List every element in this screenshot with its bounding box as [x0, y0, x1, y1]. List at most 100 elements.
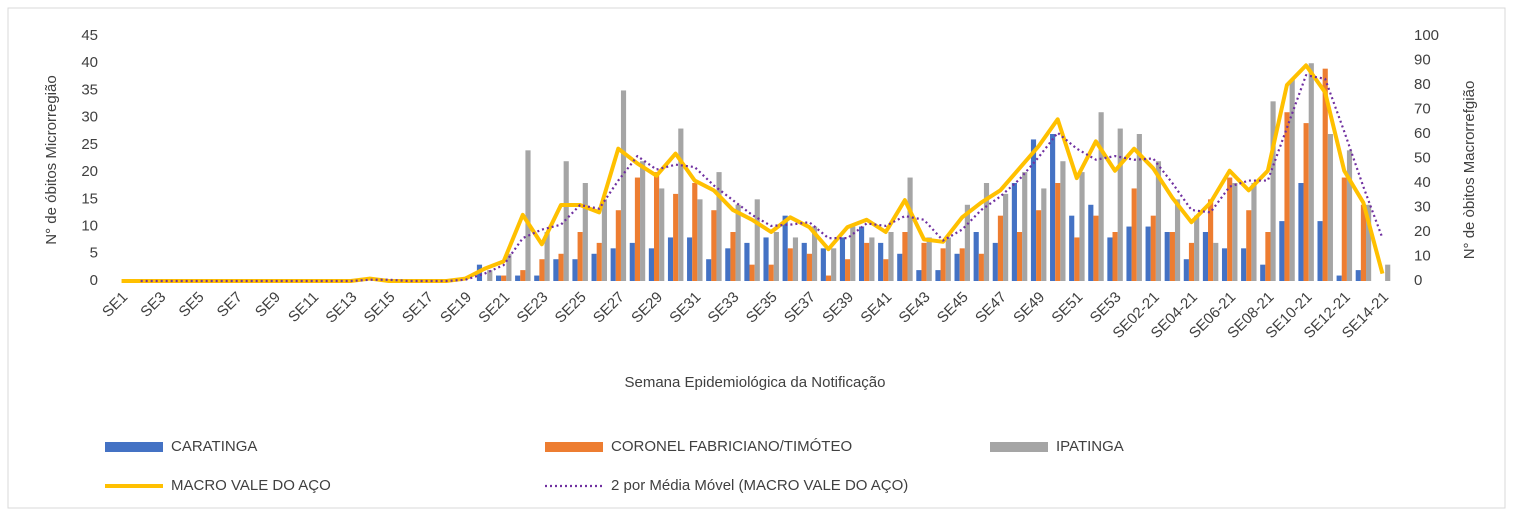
bar	[907, 177, 913, 281]
bar	[496, 275, 502, 281]
bar	[1060, 161, 1066, 281]
bar	[992, 242, 998, 281]
y2-tick-label: 20	[1414, 223, 1431, 240]
bar	[983, 183, 990, 281]
bar	[768, 264, 774, 281]
bar	[601, 199, 607, 281]
bar	[620, 90, 627, 281]
bar	[1260, 264, 1266, 281]
bar	[883, 259, 889, 281]
y2-tick-label: 80	[1414, 76, 1431, 93]
bar	[1265, 232, 1271, 281]
y2-tick-label: 90	[1414, 51, 1431, 68]
bar	[825, 275, 832, 281]
bar	[1069, 215, 1075, 281]
legend-swatch	[545, 442, 603, 452]
legend-swatch	[990, 442, 1048, 452]
bar	[539, 259, 545, 281]
legend-label: IPATINGA	[1056, 438, 1124, 455]
bar	[735, 204, 741, 281]
bar	[730, 232, 736, 281]
bar	[667, 237, 674, 281]
bar	[520, 270, 526, 281]
y2-tick-label: 30	[1414, 198, 1431, 215]
bar	[1169, 232, 1175, 281]
bar	[1227, 177, 1233, 281]
y2-tick-label: 0	[1414, 272, 1422, 289]
bar	[582, 183, 588, 281]
legend-label: CARATINGA	[171, 438, 257, 455]
bar	[1232, 183, 1238, 281]
line	[140, 74, 1384, 283]
bar	[673, 193, 679, 281]
bar	[763, 237, 769, 281]
y2-tick-label: 60	[1414, 125, 1431, 142]
bar	[1174, 199, 1181, 281]
bar	[940, 248, 946, 281]
legend-swatch	[105, 442, 163, 452]
bar	[1213, 242, 1219, 281]
bar	[1074, 237, 1080, 281]
bar	[1079, 172, 1085, 281]
bar	[1117, 128, 1123, 281]
y2-tick-label: 40	[1414, 174, 1431, 191]
bar	[787, 248, 793, 281]
y-tick-label: 25	[81, 136, 98, 153]
bar	[1188, 242, 1195, 281]
bar	[954, 253, 960, 281]
bar	[820, 248, 826, 281]
bar	[973, 232, 979, 281]
y-tick-label: 5	[90, 245, 98, 262]
legend-label: MACRO VALE DO AÇO	[171, 477, 331, 494]
bar	[563, 161, 569, 281]
bar	[1385, 264, 1391, 281]
bar	[1098, 112, 1104, 281]
bar	[1030, 139, 1037, 281]
bar	[801, 242, 807, 281]
bar	[850, 226, 856, 281]
y-tick-label: 45	[81, 27, 98, 44]
bar	[1346, 150, 1353, 281]
bar	[1194, 215, 1200, 281]
bar	[1355, 270, 1361, 281]
bar	[1341, 177, 1347, 281]
bar	[1016, 232, 1023, 281]
bar	[1088, 204, 1094, 281]
bar	[1093, 215, 1099, 281]
y-tick-label: 15	[81, 190, 98, 207]
bar	[997, 215, 1004, 281]
bar	[1145, 226, 1151, 281]
bar	[1251, 183, 1257, 281]
bar	[1221, 248, 1228, 281]
bar	[811, 226, 818, 281]
bar	[716, 172, 722, 281]
y-tick-label: 40	[81, 54, 98, 71]
bar	[558, 253, 564, 281]
bar	[1036, 210, 1042, 281]
bar	[1126, 226, 1132, 281]
bar	[1270, 101, 1276, 281]
y-tick-label: 30	[81, 109, 98, 126]
bar	[978, 253, 984, 281]
bar	[964, 204, 970, 281]
bar	[1155, 161, 1162, 281]
bar	[926, 237, 932, 281]
bar	[711, 210, 717, 281]
y2-tick-label: 100	[1414, 27, 1439, 44]
bar	[506, 253, 512, 281]
bar	[1131, 188, 1137, 281]
bar	[1208, 199, 1214, 281]
bar	[902, 232, 908, 281]
bar	[1050, 134, 1056, 281]
bar	[706, 259, 712, 281]
bar	[921, 242, 927, 281]
bar	[1011, 183, 1017, 281]
y2-tick-label: 70	[1414, 100, 1431, 117]
y-axis-title: N° de óbitos Microrregião	[43, 75, 60, 244]
bar	[653, 172, 660, 281]
bar	[864, 242, 870, 281]
bar	[640, 161, 646, 281]
legend-label: CORONEL FABRICIANO/TIMÓTEO	[611, 438, 852, 455]
bar	[959, 248, 965, 281]
bar	[1303, 123, 1309, 281]
